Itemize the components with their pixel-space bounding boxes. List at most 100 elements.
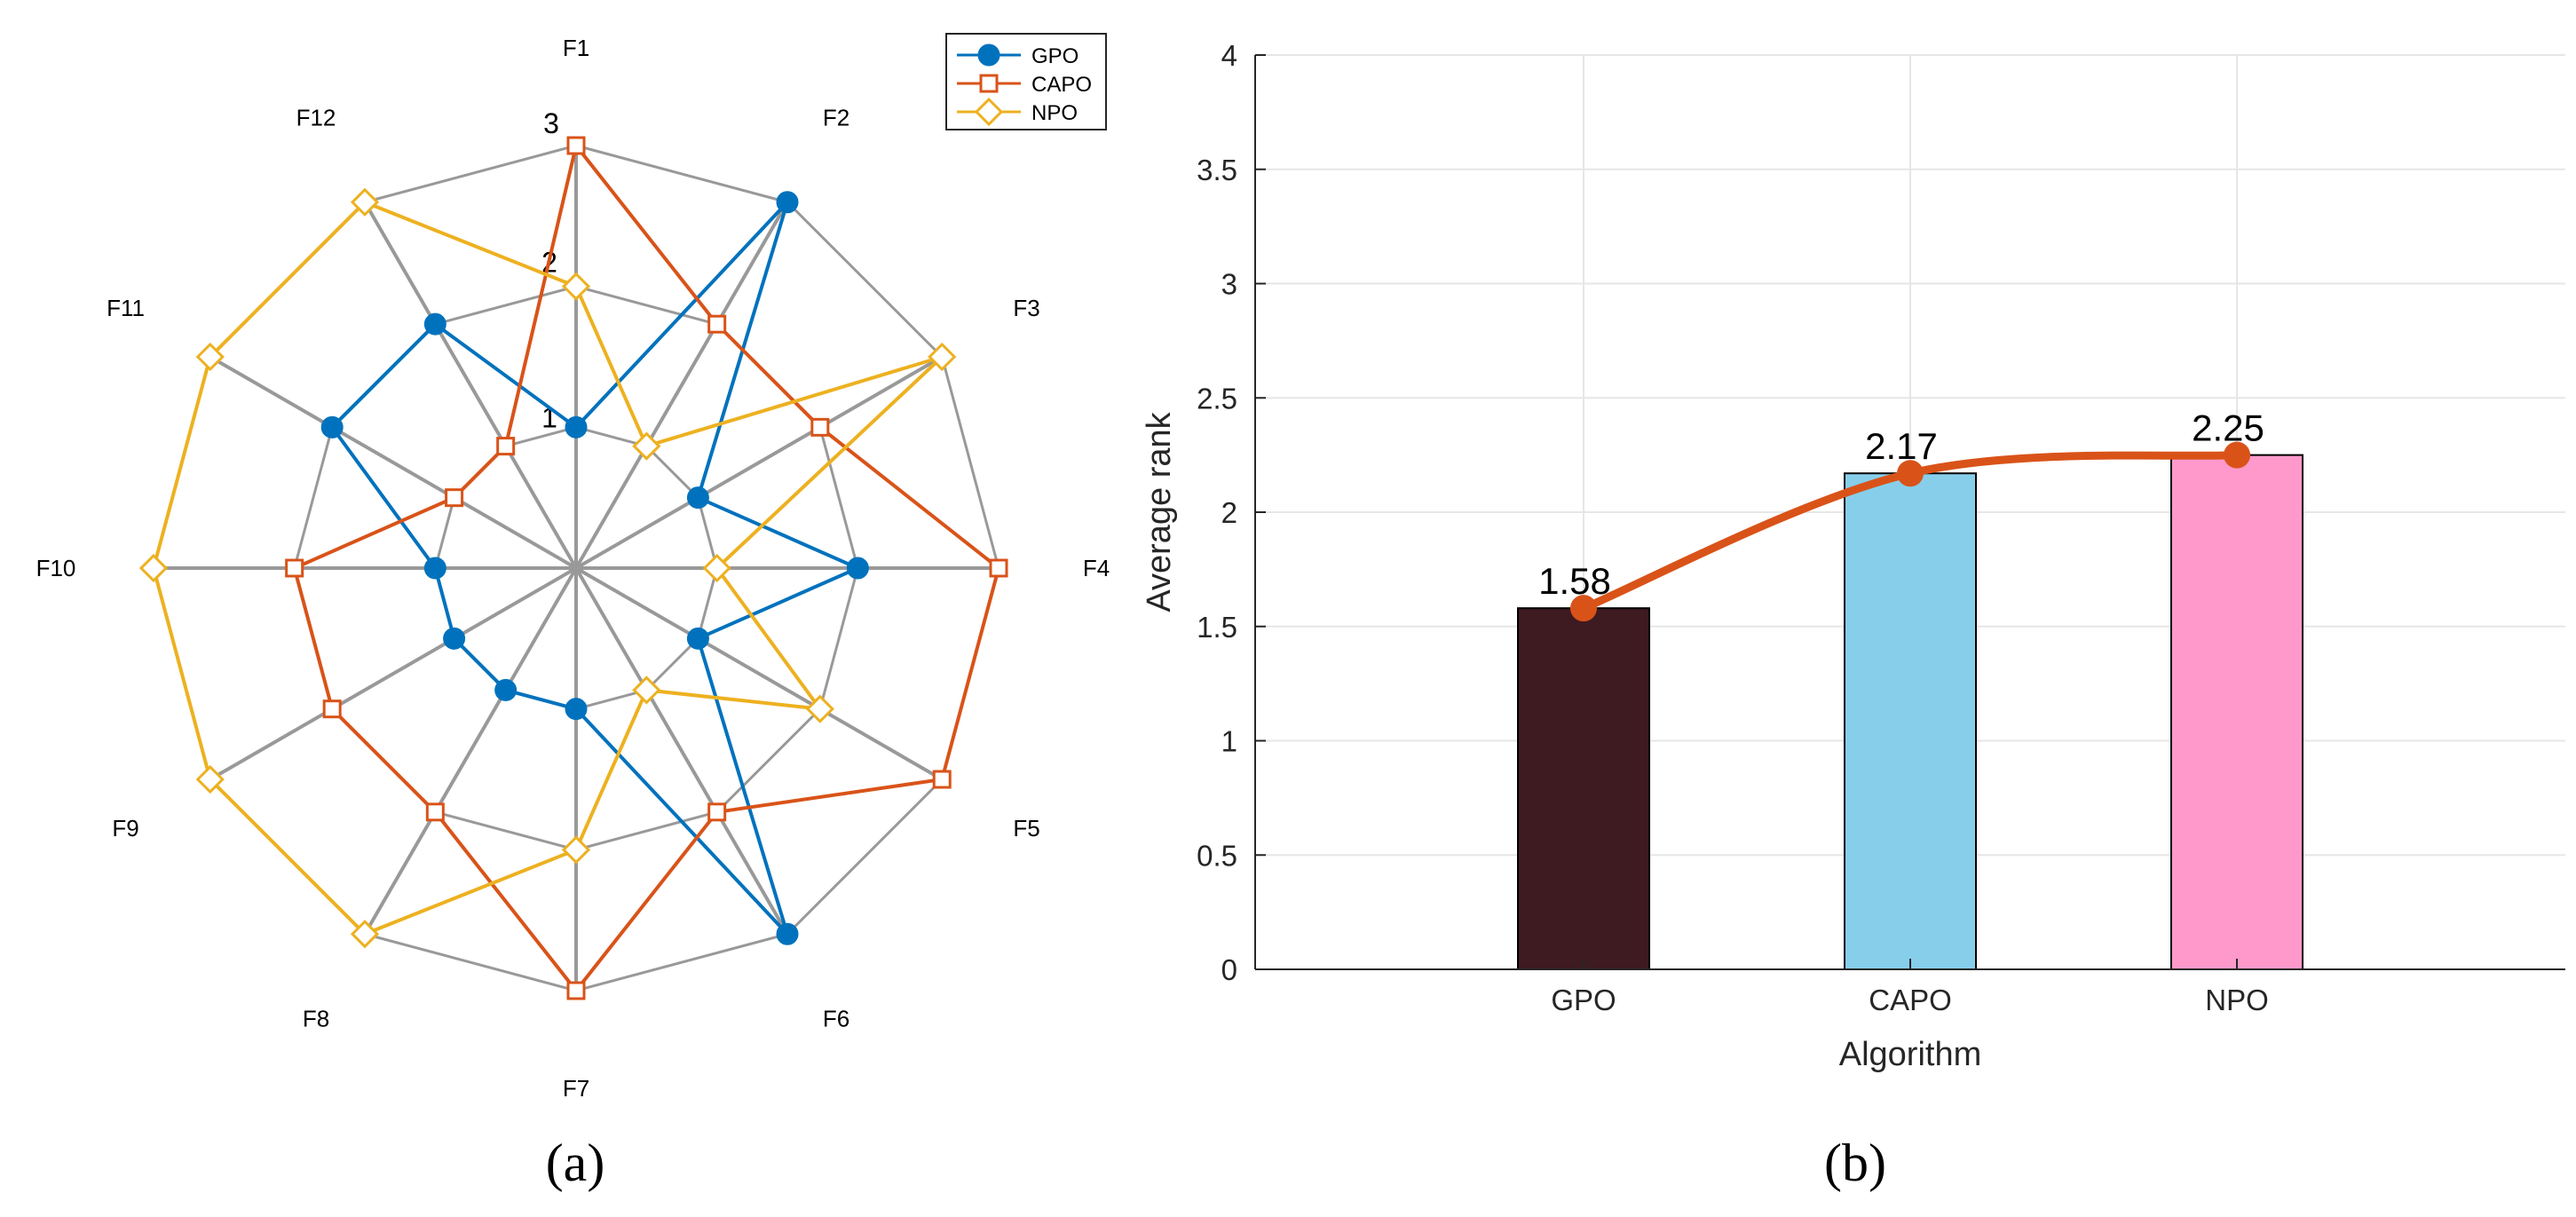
- point-npo-f5: [805, 694, 834, 723]
- point-capo-f1: [566, 136, 586, 155]
- bar-npo: [2170, 454, 2303, 970]
- point-gpo-f3: [686, 486, 709, 510]
- point-capo-f8: [425, 802, 445, 822]
- panel-label-b: (b): [1824, 1134, 1886, 1192]
- legend-marker-gpo: [977, 43, 1000, 67]
- point-capo-f6: [707, 802, 727, 822]
- radar-axis-label-f8: F8: [303, 1005, 329, 1031]
- radar-spoke-f2: [574, 201, 789, 570]
- radar-axis-label-f10: F10: [36, 555, 76, 581]
- y-tick-label-2: 1: [1221, 725, 1237, 758]
- point-npo-f4: [702, 553, 731, 583]
- bar-axes: 0 0.5 1 1.5 2 2.5 3 3.5 4 GPO CAPO NPO: [1197, 39, 2565, 1016]
- point-npo-f7: [561, 835, 591, 865]
- point-npo-f11: [195, 342, 225, 372]
- point-gpo-f5: [686, 627, 709, 650]
- radar-axis-label-f2: F2: [823, 105, 849, 131]
- point-capo-f2: [707, 314, 727, 334]
- x-tick-label-npo: NPO: [2205, 984, 2269, 1016]
- x-tick-label-capo: CAPO: [1869, 984, 1952, 1016]
- point-npo-f1: [561, 272, 591, 301]
- trend-curve: 1.58 2.17 2.25: [1538, 407, 2264, 622]
- point-capo-f4: [989, 558, 1008, 578]
- x-axis-label: Algorithm: [1839, 1036, 1982, 1073]
- radar-axis-labels: F1 F2 F3 F4 F5 F6 F7 F8 F9 F10 F11 F12: [36, 35, 1110, 1102]
- point-npo-f9: [195, 764, 225, 794]
- radar-axis-label-f4: F4: [1083, 555, 1110, 581]
- point-npo-f3: [928, 342, 957, 372]
- point-npo-f10: [138, 553, 169, 583]
- trend-point-gpo: [1570, 595, 1597, 622]
- data-label-npo: 2.25: [2192, 407, 2264, 449]
- point-npo-f12: [350, 187, 380, 217]
- point-capo-f7: [566, 981, 586, 1000]
- legend-label-npo: NPO: [1031, 101, 1078, 125]
- radar-spoke-f9: [209, 566, 578, 781]
- x-tick-label-gpo: GPO: [1551, 984, 1616, 1016]
- point-gpo-f9: [443, 627, 466, 650]
- radar-axis-label-f5: F5: [1013, 815, 1039, 842]
- radar-axis-label-f7: F7: [563, 1075, 589, 1102]
- radar-spoke-f11: [209, 355, 578, 570]
- point-npo-f8: [350, 920, 380, 949]
- point-gpo-f1: [565, 415, 588, 439]
- point-gpo-f11: [320, 415, 344, 439]
- trend-point-npo: [2224, 441, 2250, 469]
- radar-axis-label-f11: F11: [107, 295, 145, 321]
- y-tick-label-3: 1.5: [1197, 611, 1237, 644]
- legend-label-capo: CAPO: [1031, 73, 1092, 97]
- radar-spoke-f12: [363, 201, 578, 570]
- y-tick-label-5: 2.5: [1197, 382, 1237, 415]
- trend-point-capo: [1897, 460, 1924, 487]
- radar-spoke-f5: [575, 566, 944, 781]
- y-tick-label-8: 4: [1221, 39, 1237, 72]
- radar-axis-label-f6: F6: [823, 1005, 849, 1031]
- point-capo-f10: [285, 558, 304, 578]
- legend: GPO CAPO NPO: [945, 33, 1107, 130]
- bar-gpo: [1517, 607, 1650, 971]
- point-capo-f9: [322, 699, 342, 719]
- point-gpo-f6: [776, 922, 799, 945]
- radar-axis-label-f3: F3: [1013, 295, 1039, 321]
- point-gpo-f4: [846, 557, 869, 580]
- y-tick-label-0: 0: [1221, 953, 1237, 986]
- legend-marker-capo: [979, 74, 999, 93]
- y-axis-label: Average rank: [1141, 411, 1178, 612]
- legend-label-gpo: GPO: [1031, 44, 1079, 68]
- radar-spoke-f8: [363, 567, 578, 936]
- legend-marker-npo: [974, 97, 1004, 127]
- data-label-capo: 2.17: [1865, 425, 1938, 467]
- radar-spoke-f3: [575, 355, 944, 570]
- point-npo-f6: [632, 676, 661, 705]
- radar-series: [138, 136, 1008, 1000]
- point-gpo-f10: [423, 557, 446, 580]
- series-npo: [138, 187, 957, 949]
- series-gpo: [320, 191, 869, 945]
- radar-ring-label-3: 3: [543, 107, 559, 139]
- radar-axis-label-f1: F1: [563, 35, 589, 61]
- bar-capo: [1844, 472, 1977, 970]
- point-gpo-f2: [776, 191, 799, 214]
- radar-axis-label-f9: F9: [112, 815, 138, 842]
- y-tick-label-1: 0.5: [1197, 839, 1237, 872]
- panel-label-a: (a): [546, 1134, 605, 1192]
- bar-chart: 1.58 2.17 2.25 0 0.5 1 1.5 2 2.5 3 3.5 4 GPO CAPO NPO…: [1141, 39, 2565, 1192]
- y-tick-label-6: 3: [1221, 268, 1237, 301]
- point-gpo-f12: [423, 312, 446, 336]
- bars: [1517, 454, 2303, 971]
- data-label-gpo: 1.58: [1538, 560, 1611, 602]
- y-tick-label-4: 2: [1221, 496, 1237, 529]
- point-capo-f5: [932, 770, 952, 789]
- series-capo: [285, 136, 1008, 1000]
- point-npo-f2: [632, 431, 661, 461]
- radar-axis-label-f12: F12: [296, 105, 336, 131]
- point-capo-f3: [810, 417, 830, 437]
- y-tick-label-7: 3.5: [1197, 154, 1237, 186]
- point-gpo-f8: [494, 678, 518, 701]
- radar-spoke-f6: [574, 567, 789, 936]
- point-capo-f12: [496, 437, 516, 456]
- point-gpo-f7: [565, 698, 588, 721]
- point-capo-f11: [445, 488, 464, 508]
